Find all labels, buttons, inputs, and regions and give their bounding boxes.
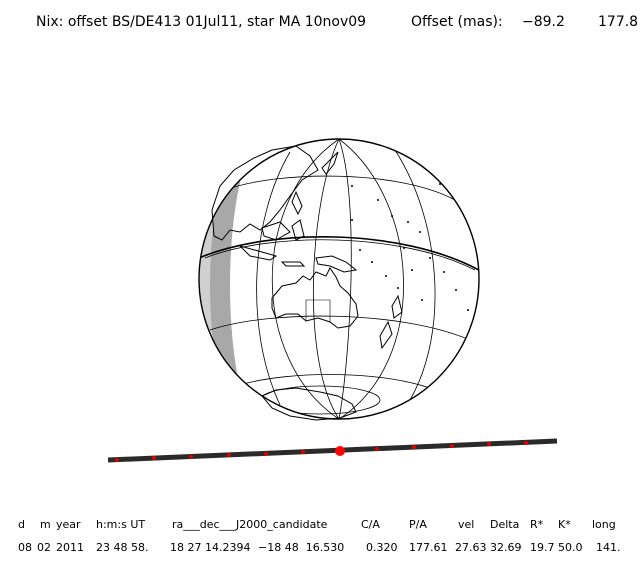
equator-line: [199, 236, 479, 271]
value-ra: 18 27 14.2394: [170, 541, 251, 554]
col-header-vel: vel: [458, 518, 475, 531]
value-rstar: 19.7: [530, 541, 555, 554]
parallel-line: [209, 315, 471, 341]
time-tick: [450, 444, 454, 448]
graticule: [204, 139, 476, 419]
value-month: 02: [37, 541, 51, 554]
col-header-radec: ra___dec___J2000_candidate: [172, 518, 328, 531]
offset-y-value: 177.8: [598, 14, 639, 30]
col-header-year: year: [56, 518, 81, 531]
value-time: 23 48 58.: [96, 541, 149, 554]
meridian-line: [338, 139, 404, 419]
offset-x-value: −89.2: [522, 14, 565, 30]
time-tick: [412, 445, 416, 449]
value-long: 141.: [596, 541, 621, 554]
night-shade-region: [199, 139, 347, 419]
value-year: 2011: [56, 541, 84, 554]
asia-outline: [211, 145, 319, 241]
event-marker: [335, 446, 345, 456]
value-kstar: 50.0: [558, 541, 583, 554]
col-header-pa: P/A: [409, 518, 427, 531]
time-tick: [264, 452, 268, 456]
time-tick: [524, 441, 528, 445]
parallel-line: [224, 175, 456, 201]
plot-title: Nix: offset BS/DE413 01Jul11, star MA 10…: [36, 14, 367, 30]
shadow-track: [107, 438, 558, 463]
value-pa: 177.61: [409, 541, 448, 554]
col-header-ca: C/A: [361, 518, 380, 531]
pacific-islands: [351, 183, 469, 311]
col-header-delta: Delta: [490, 518, 520, 531]
value-vel: 27.63: [455, 541, 487, 554]
value-day: 08: [18, 541, 32, 554]
value-delta: 32.69: [490, 541, 522, 554]
indonesia-outline: [238, 219, 306, 267]
meridian-line: [394, 149, 436, 401]
col-header-rstar: R*: [530, 518, 544, 531]
time-tick: [301, 450, 305, 454]
offset-label: Offset (mas):: [411, 14, 503, 30]
col-header-month: m: [40, 518, 51, 531]
parallel-line: [239, 374, 441, 393]
meridian-line: [338, 139, 352, 419]
parallel-line: [204, 239, 476, 271]
value-dec: −18 48 16.530: [258, 541, 345, 554]
antarctica-outline: [261, 387, 357, 421]
meridian-line: [256, 151, 291, 406]
col-header-long: long: [592, 518, 616, 531]
philippines-outline: [291, 190, 303, 216]
time-tick: [487, 442, 491, 446]
col-header-day: d: [18, 518, 25, 531]
meridian-line: [313, 139, 340, 419]
japan-outline: [321, 151, 339, 175]
time-tick: [227, 453, 231, 457]
col-header-time: h:m:s UT: [96, 518, 146, 531]
globe-outline: [198, 138, 480, 420]
time-tick: [189, 455, 193, 459]
col-header-kstar: K*: [558, 518, 571, 531]
value-ca: 0.320: [366, 541, 398, 554]
state-borders: [305, 299, 331, 322]
australia-outline: [271, 267, 359, 329]
track-ticks: [115, 441, 528, 462]
time-tick: [152, 456, 156, 460]
new-guinea-outline: [315, 255, 358, 273]
new-zealand-outline: [379, 294, 403, 350]
time-tick: [115, 458, 119, 462]
time-tick: [375, 447, 379, 451]
